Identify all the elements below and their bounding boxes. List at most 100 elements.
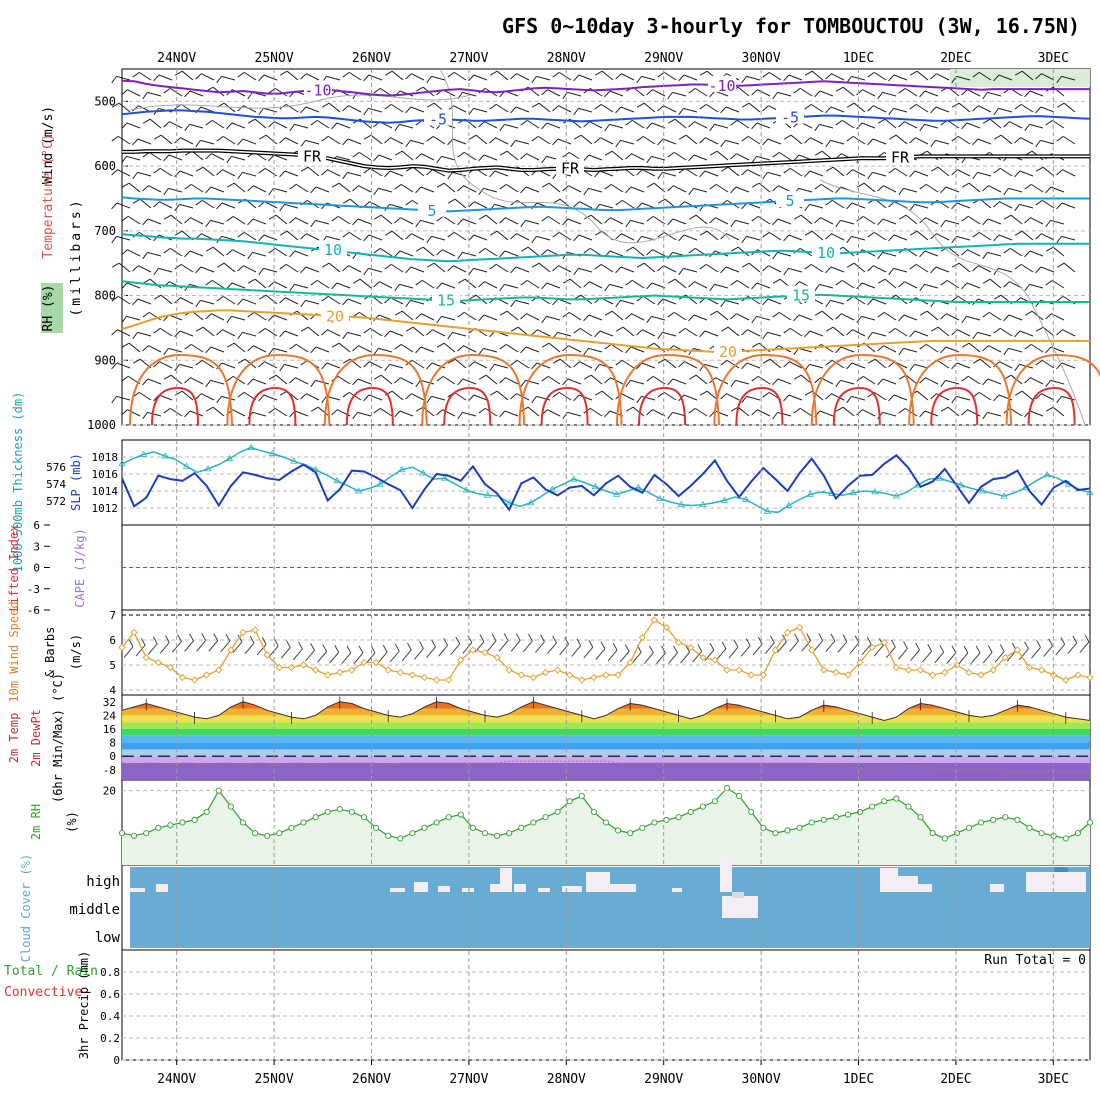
thickness-label: 1000-500mb Thickness (dm) <box>11 392 25 573</box>
upper-wind-barb-flag <box>667 92 673 100</box>
upper-wind-barb <box>756 122 771 129</box>
upper-wind-barb <box>936 73 950 81</box>
upper-wind-barb <box>242 298 257 305</box>
upper-wind-barb <box>252 378 267 385</box>
upper-wind-barb-flag <box>919 183 927 190</box>
upper-wind-barb <box>601 70 614 81</box>
upper-wind-barb-flag <box>1024 183 1032 190</box>
upper-wind-barb-flag <box>678 234 685 242</box>
upper-wind-barb-flag <box>940 186 947 194</box>
upper-wind-barb-flag <box>132 332 138 340</box>
precip-total-label: Total / Rain <box>4 964 98 979</box>
upper-wind-barb <box>527 406 540 417</box>
lifted-ytick: 6 <box>33 519 40 532</box>
upper-wind-barb <box>798 187 813 193</box>
upper-wind-barb-flag <box>363 327 371 334</box>
upper-wind-barb <box>735 379 750 385</box>
upper-wind-barb <box>777 411 792 417</box>
upper-wind-barb <box>903 187 918 193</box>
upper-wind-barb <box>958 102 971 113</box>
upper-wind-barb-flag <box>237 138 244 146</box>
upper-wind-barb <box>652 375 666 385</box>
upper-wind-barb-flag <box>888 268 894 276</box>
upper-wind-barb-flag <box>982 345 989 352</box>
upper-wind-barb-flag <box>216 362 223 370</box>
upper-wind-barb-flag <box>1045 186 1052 194</box>
upper-wind-barb <box>958 262 971 273</box>
upper-wind-barb <box>735 186 750 193</box>
upper-wind-barb <box>789 361 803 369</box>
upper-wind-barb-flag <box>762 172 768 180</box>
upper-wind-barb <box>558 231 572 241</box>
upper-wind-barb-flag <box>793 87 801 94</box>
upper-wind-barb-flag <box>772 151 780 158</box>
upper-wind-barb-flag <box>972 231 980 238</box>
surface-wind-barb <box>837 641 848 653</box>
upper-wind-barb <box>841 119 855 129</box>
upper-wind-barb-flag <box>237 391 245 398</box>
surface-isotherm-30 <box>930 386 979 426</box>
upper-wind-barb-flag <box>615 106 622 114</box>
surface-wind-barb <box>353 652 364 665</box>
upper-wind-barb-flag <box>835 346 842 354</box>
upper-wind-barb-flag <box>657 172 663 180</box>
upper-wind-barb-flag <box>793 374 802 380</box>
upper-wind-barb <box>946 313 960 321</box>
upper-wind-barb <box>884 278 897 289</box>
upper-wind-barb-flag <box>615 140 621 148</box>
upper-wind-barb-flag <box>583 314 590 322</box>
upper-wind-barb-flag <box>961 89 968 96</box>
upper-wind-barb-flag <box>741 76 747 84</box>
upper-wind-barb-flag <box>531 396 537 404</box>
isotherm-label-bg <box>714 341 742 358</box>
upper-wind-barb <box>546 122 561 129</box>
thickness-point <box>613 490 621 497</box>
upper-wind-barb <box>684 327 698 337</box>
upper-wind-barb <box>747 169 761 177</box>
upper-wind-barb <box>410 266 425 273</box>
upper-wind-barb <box>652 249 666 257</box>
upper-wind-barb <box>368 107 383 113</box>
thickness-point <box>957 481 965 488</box>
upper-wind-barb-flag <box>846 169 853 176</box>
wind-speed-point <box>190 676 199 684</box>
upper-wind-barb <box>201 393 215 401</box>
surface-isotherm-25 <box>518 353 623 426</box>
upper-wind-barb <box>504 250 519 257</box>
upper-wind-barb-flag <box>342 298 349 306</box>
upper-wind-barb-flag <box>510 326 519 332</box>
wind-speed-point <box>372 658 380 667</box>
wind-speed-point <box>844 671 852 679</box>
upper-wind-barb-flag <box>709 90 716 98</box>
upper-wind-barb <box>231 282 246 289</box>
upper-wind-barb-flag <box>321 102 330 108</box>
upper-wind-barb-flag <box>499 124 505 132</box>
upper-wind-barb <box>893 107 908 113</box>
upper-wind-barb-flag <box>300 359 308 366</box>
upper-wind-barb-flag <box>352 218 359 226</box>
upper-wind-barb <box>903 314 918 321</box>
upper-wind-barb-flag <box>667 151 675 158</box>
upper-wind-barb-flag <box>342 71 350 78</box>
rh-point <box>457 811 464 818</box>
upper-wind-barb <box>485 214 498 225</box>
surface-wind-barb <box>595 648 606 660</box>
upper-wind-barb-flag <box>121 215 129 222</box>
upper-wind-barb-flag <box>436 249 443 256</box>
rh-point <box>167 822 174 829</box>
rh-point <box>965 824 973 831</box>
upper-wind-barb-flag <box>174 230 183 236</box>
upper-wind-barb <box>380 374 393 385</box>
upper-wind-barb <box>862 409 876 417</box>
rh-point <box>832 814 839 821</box>
upper-wind-barb-flag <box>594 103 602 110</box>
rh-point <box>252 830 259 837</box>
upper-wind-barb-flag <box>142 311 150 318</box>
upper-wind-barb-flag <box>877 218 884 226</box>
upper-wind-barb <box>945 219 960 225</box>
upper-wind-barb-flag <box>300 140 306 148</box>
rh-point <box>615 827 622 834</box>
upper-wind-barb <box>914 363 929 369</box>
surface-wind-barb <box>498 640 509 652</box>
date-label-top: 25NOV <box>255 51 294 66</box>
